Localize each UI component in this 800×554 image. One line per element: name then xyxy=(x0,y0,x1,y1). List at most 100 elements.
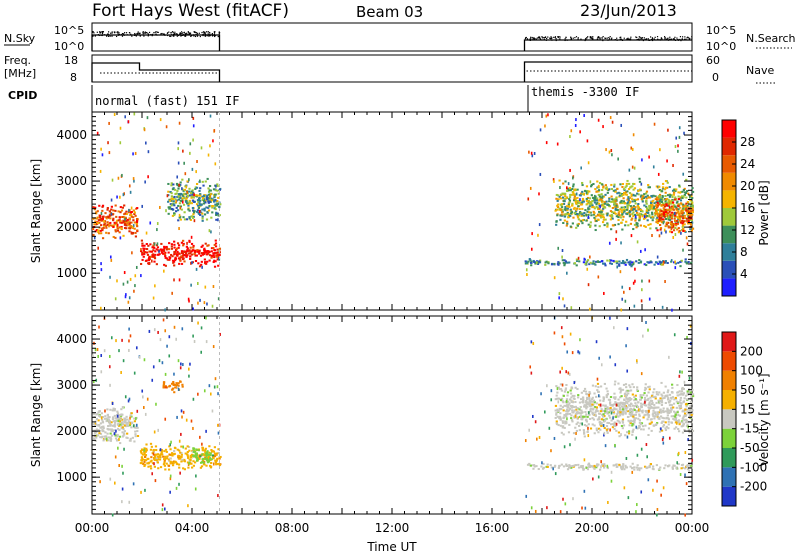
noise-cell xyxy=(663,260,665,264)
data-cell xyxy=(638,177,641,180)
data-cell xyxy=(561,208,564,211)
data-cell xyxy=(689,210,692,213)
data-cell xyxy=(197,207,200,210)
data-cell xyxy=(615,215,618,218)
data-cell xyxy=(586,393,589,396)
data-cell xyxy=(128,230,131,233)
noise-cell xyxy=(155,402,157,406)
data-cell xyxy=(613,403,616,406)
data-cell xyxy=(653,263,656,266)
noise-cell xyxy=(166,194,169,198)
data-cell xyxy=(177,257,181,260)
data-cell xyxy=(566,209,569,212)
data-cell xyxy=(643,217,647,220)
data-cell xyxy=(691,409,694,412)
data-cell xyxy=(180,192,183,195)
data-cell xyxy=(211,454,215,457)
data-cell xyxy=(632,428,635,431)
noise-cell xyxy=(566,186,568,190)
data-cell xyxy=(92,423,96,426)
data-cell xyxy=(206,177,209,180)
data-cell xyxy=(113,429,116,432)
data-cell xyxy=(145,459,148,462)
data-cell xyxy=(563,219,566,222)
data-cell xyxy=(100,412,103,415)
data-cell xyxy=(570,396,573,399)
data-cell xyxy=(180,255,183,258)
data-cell xyxy=(610,419,613,422)
noise-cell xyxy=(188,299,190,303)
data-cell xyxy=(645,394,648,397)
data-cell xyxy=(564,207,567,210)
data-cell xyxy=(101,425,104,428)
data-cell xyxy=(631,466,634,469)
data-cell xyxy=(629,222,633,225)
noise-cell xyxy=(662,441,665,445)
data-cell xyxy=(633,213,637,216)
data-cell xyxy=(629,414,632,417)
data-cell xyxy=(655,185,658,188)
data-cell xyxy=(614,200,617,203)
data-cell xyxy=(613,427,616,430)
data-cell xyxy=(655,391,658,394)
data-cell xyxy=(203,209,206,212)
data-cell xyxy=(179,196,182,199)
noise-cell xyxy=(100,416,103,420)
noise-cell xyxy=(178,482,180,486)
data-cell xyxy=(652,396,655,399)
data-cell xyxy=(135,221,139,224)
data-cell xyxy=(646,418,649,421)
data-cell xyxy=(163,464,167,467)
data-cell xyxy=(189,455,193,458)
noise-cell xyxy=(600,465,602,469)
noise-cell xyxy=(105,437,108,441)
data-cell xyxy=(153,456,157,459)
data-cell xyxy=(97,429,100,432)
data-cell xyxy=(566,213,569,216)
data-cell xyxy=(655,406,658,409)
data-cell xyxy=(569,225,572,228)
data-cell xyxy=(628,397,632,400)
data-cell xyxy=(557,466,560,469)
data-cell xyxy=(212,252,215,255)
data-cell xyxy=(217,214,220,217)
data-cell xyxy=(636,214,639,217)
data-cell xyxy=(635,410,639,413)
data-cell xyxy=(675,224,678,227)
data-cell xyxy=(629,213,632,216)
data-cell xyxy=(679,199,683,202)
data-cell xyxy=(599,216,603,219)
noise-cell xyxy=(573,381,576,385)
data-cell xyxy=(141,242,144,245)
data-cell xyxy=(581,213,584,216)
data-cell xyxy=(609,210,613,213)
data-cell xyxy=(213,265,217,268)
data-cell xyxy=(595,260,598,263)
data-cell xyxy=(119,423,122,426)
data-cell xyxy=(615,203,618,206)
data-cell xyxy=(664,464,667,467)
data-cell xyxy=(666,181,669,184)
data-cell xyxy=(649,396,652,399)
data-cell xyxy=(184,447,187,450)
data-cell xyxy=(153,257,157,260)
data-cell xyxy=(195,455,198,458)
data-cell xyxy=(170,204,173,207)
data-cell xyxy=(190,454,194,457)
data-cell xyxy=(631,462,634,465)
noise-cell xyxy=(152,452,155,456)
nave-tick-high: 60 xyxy=(706,54,720,67)
data-cell xyxy=(189,192,193,195)
data-cell xyxy=(638,214,641,217)
data-cell xyxy=(204,457,207,460)
power-colorbar-swatch xyxy=(722,243,736,261)
data-cell xyxy=(121,426,124,429)
nave-label: Nave xyxy=(746,64,774,77)
data-cell xyxy=(159,454,162,457)
data-cell xyxy=(168,242,171,245)
data-cell xyxy=(587,201,590,204)
data-cell xyxy=(641,411,644,414)
data-cell xyxy=(637,261,640,264)
data-cell xyxy=(574,197,578,200)
data-cell xyxy=(589,203,592,206)
